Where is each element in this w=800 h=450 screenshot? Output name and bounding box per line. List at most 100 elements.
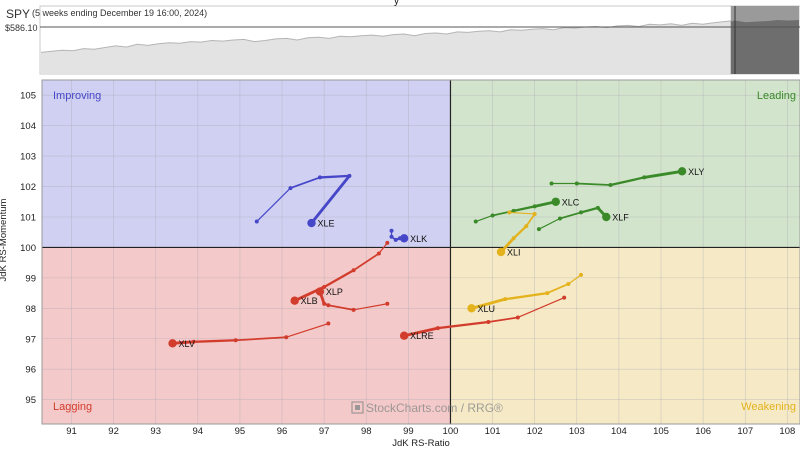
x-tick-label: 95 <box>235 426 246 437</box>
trail-head-point[interactable] <box>307 218 316 228</box>
price-line <box>40 19 800 53</box>
trail-point <box>574 181 579 186</box>
y-tick-label: 96 <box>25 365 36 376</box>
trail-segment <box>517 297 565 319</box>
trail-segment <box>436 320 490 330</box>
trail-label: XLK <box>410 234 427 244</box>
plot-frame <box>41 79 800 425</box>
trail-head-point[interactable] <box>602 212 611 222</box>
x-tick-label: 105 <box>653 426 669 437</box>
trail-point <box>322 285 327 290</box>
quadrant-lagging <box>42 247 451 424</box>
x-tick-label: 108 <box>779 426 795 437</box>
watermark: StockCharts.com / RRG® <box>351 401 503 415</box>
y-tick-label: 98 <box>25 304 36 315</box>
trail-segment <box>525 213 536 227</box>
y-axis-ticks: 95 96 97 98 99 100 101 102 103 104 105 <box>20 91 36 406</box>
trail-point <box>490 213 495 218</box>
y-tick-label: 104 <box>20 121 36 132</box>
trail-segment <box>609 176 646 187</box>
quadrant-weakening <box>450 247 800 424</box>
trail-point <box>389 234 394 239</box>
trail-segment <box>353 303 388 311</box>
trail-point <box>351 307 356 312</box>
trail-point <box>511 208 516 213</box>
trail-segment <box>504 291 549 301</box>
trail-segment <box>538 217 561 230</box>
trail-point <box>562 295 567 300</box>
chart-title: y <box>394 0 399 7</box>
trail-head-point[interactable] <box>399 234 409 243</box>
trail-segment <box>512 205 536 213</box>
trail-segment <box>470 297 507 310</box>
trail-point <box>524 224 529 229</box>
trail-head-point[interactable] <box>467 304 476 313</box>
quadrant-label-lagging: Lagging <box>53 401 92 413</box>
trail-point <box>473 219 478 224</box>
trail-point <box>511 236 516 241</box>
quadrant-label-weakening: Weakening <box>741 401 796 413</box>
trail-point <box>317 175 322 180</box>
x-tick-label: 93 <box>150 426 161 437</box>
trail-point <box>579 210 584 215</box>
trail-point <box>385 301 390 306</box>
trail-label: XLRE <box>410 331 434 341</box>
trail-point <box>536 227 541 232</box>
trail-segment <box>567 274 582 285</box>
trail-point <box>595 205 600 210</box>
trail-segment <box>352 252 380 272</box>
trail-point <box>284 335 289 340</box>
trail-label: XLB <box>301 296 318 306</box>
x-tick-label: 94 <box>193 426 204 437</box>
trail-xlu[interactable]: XLU <box>467 272 584 314</box>
period-label: (5 weeks ending December 19 16:00, 2024) <box>32 8 207 18</box>
price-label: $586.10 <box>5 23 38 33</box>
trail-head-point[interactable] <box>551 197 560 206</box>
trail-xli[interactable]: XLI <box>496 210 537 258</box>
y-tick-label: 102 <box>20 182 36 193</box>
trail-segment <box>327 304 355 311</box>
trail-segment <box>402 326 440 338</box>
trail-segment <box>285 322 329 338</box>
trail-head-point[interactable] <box>168 339 177 348</box>
x-tick-label: 104 <box>611 426 627 437</box>
trail-head-point[interactable] <box>399 331 409 340</box>
trail-xlre[interactable]: XLRE <box>399 295 567 342</box>
trail-xlv[interactable]: XLV <box>168 321 331 349</box>
trail-head-point[interactable] <box>496 247 506 257</box>
trail-point <box>579 272 584 277</box>
trail-head-point[interactable] <box>290 296 299 305</box>
trail-point <box>532 204 537 209</box>
trail-segment <box>234 336 288 342</box>
trail-head-point[interactable] <box>677 167 687 176</box>
trail-xly[interactable]: XLY <box>549 167 705 188</box>
trail-point <box>549 181 554 186</box>
y-tick-label: 97 <box>25 334 36 345</box>
trail-xlk[interactable]: XLK <box>389 228 428 244</box>
quadrant-improving <box>42 80 451 248</box>
trail-segment <box>508 211 536 215</box>
trail-point <box>288 186 293 191</box>
x-axis-ticks: 91 92 93 94 95 96 97 98 99 100 101 102 103 104 105 106 1… <box>66 426 795 437</box>
trail-point <box>566 281 571 286</box>
trail-xlc[interactable]: XLC <box>473 197 580 224</box>
trail-point <box>503 297 508 302</box>
price-strip: SPY (5 weeks ending December 19 16:00, 2… <box>5 0 800 75</box>
trail-point <box>532 211 537 216</box>
trail-label: XLE <box>318 219 335 229</box>
symbol-label: SPY <box>6 7 30 21</box>
trail-segment <box>642 169 684 179</box>
trail-xlf[interactable]: XLF <box>536 205 629 232</box>
trail-xle[interactable]: XLE <box>254 173 352 229</box>
trail-segment <box>579 206 600 214</box>
x-tick-label: 100 <box>443 426 459 437</box>
stockcharts-logo-icon-inner <box>355 405 360 410</box>
x-tick-label: 97 <box>319 426 330 437</box>
x-tick-label: 102 <box>527 426 543 437</box>
trail-point <box>557 216 562 221</box>
trail-segment <box>546 283 570 294</box>
trail-point <box>233 338 238 343</box>
trail-segment <box>487 316 519 323</box>
trail-label: XLP <box>326 287 343 297</box>
trail-xlb[interactable]: XLB <box>290 240 390 306</box>
